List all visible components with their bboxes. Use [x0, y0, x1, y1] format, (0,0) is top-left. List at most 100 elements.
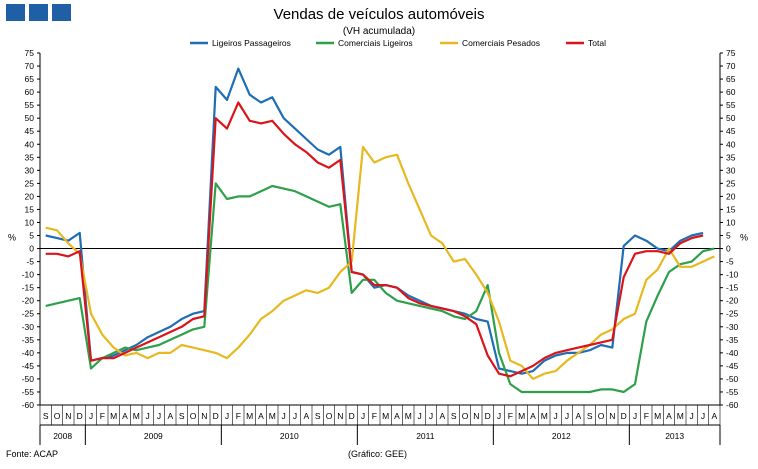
- chart-subtitle: (VH acumulada): [342, 26, 416, 37]
- logo-square-icon: [52, 4, 71, 21]
- y-tick-label-left: 60: [25, 87, 35, 97]
- month-tick-label: J: [282, 411, 286, 421]
- month-tick-label: F: [236, 411, 241, 421]
- month-tick-label: A: [258, 411, 264, 421]
- y-tick-label-right: -10: [726, 270, 739, 280]
- y-tick-label-right: 15: [726, 204, 736, 214]
- month-tick-label: M: [382, 411, 389, 421]
- month-tick-label: J: [225, 411, 229, 421]
- month-tick-label: O: [462, 411, 469, 421]
- month-tick-label: N: [473, 411, 479, 421]
- month-tick-label: A: [439, 411, 445, 421]
- year-label: 2012: [552, 431, 571, 441]
- y-tick-label-right: 65: [726, 74, 736, 84]
- month-tick-label: S: [43, 411, 49, 421]
- month-tick-label: M: [246, 411, 253, 421]
- month-tick-label: N: [337, 411, 343, 421]
- month-tick-label: J: [429, 411, 433, 421]
- y-tick-label-left: -30: [22, 322, 35, 332]
- y-tick-label-left: 0: [29, 244, 34, 254]
- y-tick-label-right: 35: [726, 152, 736, 162]
- y-tick-label-left: 75: [25, 48, 35, 58]
- month-tick-label: A: [394, 411, 400, 421]
- month-tick-label: M: [677, 411, 684, 421]
- month-tick-label: S: [451, 411, 457, 421]
- y-tick-label-right: 10: [726, 217, 736, 227]
- month-tick-label: A: [303, 411, 309, 421]
- month-tick-label: J: [418, 411, 422, 421]
- month-tick-label: M: [654, 411, 661, 421]
- source-note: Fonte: ACAP: [6, 449, 59, 459]
- month-tick-label: D: [213, 411, 219, 421]
- month-tick-label: J: [690, 411, 694, 421]
- month-tick-label: J: [497, 411, 501, 421]
- legend-label: Ligeiros Passageiros: [212, 38, 291, 48]
- series-line-total: [45, 101, 704, 378]
- y-tick-label-left: 25: [25, 178, 35, 188]
- y-tick-label-left: -20: [22, 296, 35, 306]
- month-tick-label: J: [146, 411, 150, 421]
- y-tick-label-right: -55: [726, 387, 739, 397]
- month-tick-label: O: [190, 411, 197, 421]
- graphic-credit: (Gráfico: GEE): [348, 449, 408, 459]
- y-tick-label-left: -55: [22, 387, 35, 397]
- y-tick-label-right: 25: [726, 178, 736, 188]
- legend-label: Comerciais Ligeiros: [338, 38, 413, 48]
- month-tick-label: J: [633, 411, 637, 421]
- y-tick-label-right: 70: [726, 61, 736, 71]
- y-tick-label-left: 35: [25, 152, 35, 162]
- y-axis-label-left: %: [8, 233, 16, 243]
- month-tick-label: O: [54, 411, 61, 421]
- month-tick-label: D: [485, 411, 491, 421]
- month-tick-label: N: [65, 411, 71, 421]
- y-tick-label-left: -40: [22, 348, 35, 358]
- y-tick-label-right: -5: [726, 257, 734, 267]
- logo-square-icon: [6, 4, 25, 21]
- y-tick-label-right: -35: [726, 335, 739, 345]
- y-tick-label-left: 65: [25, 74, 35, 84]
- y-tick-label-left: 5: [29, 231, 34, 241]
- series-line-ligeiros-passageiros: [45, 67, 704, 375]
- chart-title: Vendas de veículos automóveis: [273, 6, 485, 23]
- month-tick-label: F: [100, 411, 105, 421]
- year-label: 2013: [665, 431, 684, 441]
- y-tick-label-left: -35: [22, 335, 35, 345]
- y-tick-label-right: -15: [726, 283, 739, 293]
- series-line-comerciais-pesados: [45, 145, 715, 380]
- y-tick-label-right: 30: [726, 165, 736, 175]
- y-tick-label-left: -15: [22, 283, 35, 293]
- y-tick-label-right: 20: [726, 191, 736, 201]
- month-tick-label: S: [179, 411, 185, 421]
- y-tick-label-left: -50: [22, 374, 35, 384]
- month-tick-label: A: [666, 411, 672, 421]
- month-tick-label: F: [508, 411, 513, 421]
- y-tick-label-left: 20: [25, 191, 35, 201]
- month-tick-label: D: [77, 411, 83, 421]
- y-tick-label-right: 45: [726, 126, 736, 136]
- y-tick-label-right: -60: [726, 400, 739, 410]
- y-axis-label-right: %: [740, 233, 748, 243]
- y-tick-label-left: -5: [26, 257, 34, 267]
- month-tick-label: A: [530, 411, 536, 421]
- month-tick-label: O: [326, 411, 333, 421]
- year-label: 2008: [53, 431, 72, 441]
- month-tick-label: S: [315, 411, 321, 421]
- month-tick-label: A: [575, 411, 581, 421]
- y-tick-label-left: 45: [25, 126, 35, 136]
- month-tick-label: O: [598, 411, 605, 421]
- month-tick-label: J: [361, 411, 365, 421]
- y-tick-label-left: -10: [22, 270, 35, 280]
- y-tick-label-left: 55: [25, 100, 35, 110]
- y-tick-label-right: 40: [726, 139, 736, 149]
- month-tick-label: M: [518, 411, 525, 421]
- month-tick-label: F: [644, 411, 649, 421]
- y-tick-label-left: 30: [25, 165, 35, 175]
- month-tick-label: J: [701, 411, 705, 421]
- year-label: 2009: [144, 431, 163, 441]
- month-tick-label: J: [157, 411, 161, 421]
- month-tick-label: M: [110, 411, 117, 421]
- y-tick-label-right: -45: [726, 361, 739, 371]
- y-tick-label-right: -25: [726, 309, 739, 319]
- month-tick-label: M: [133, 411, 140, 421]
- y-tick-label-right: -50: [726, 374, 739, 384]
